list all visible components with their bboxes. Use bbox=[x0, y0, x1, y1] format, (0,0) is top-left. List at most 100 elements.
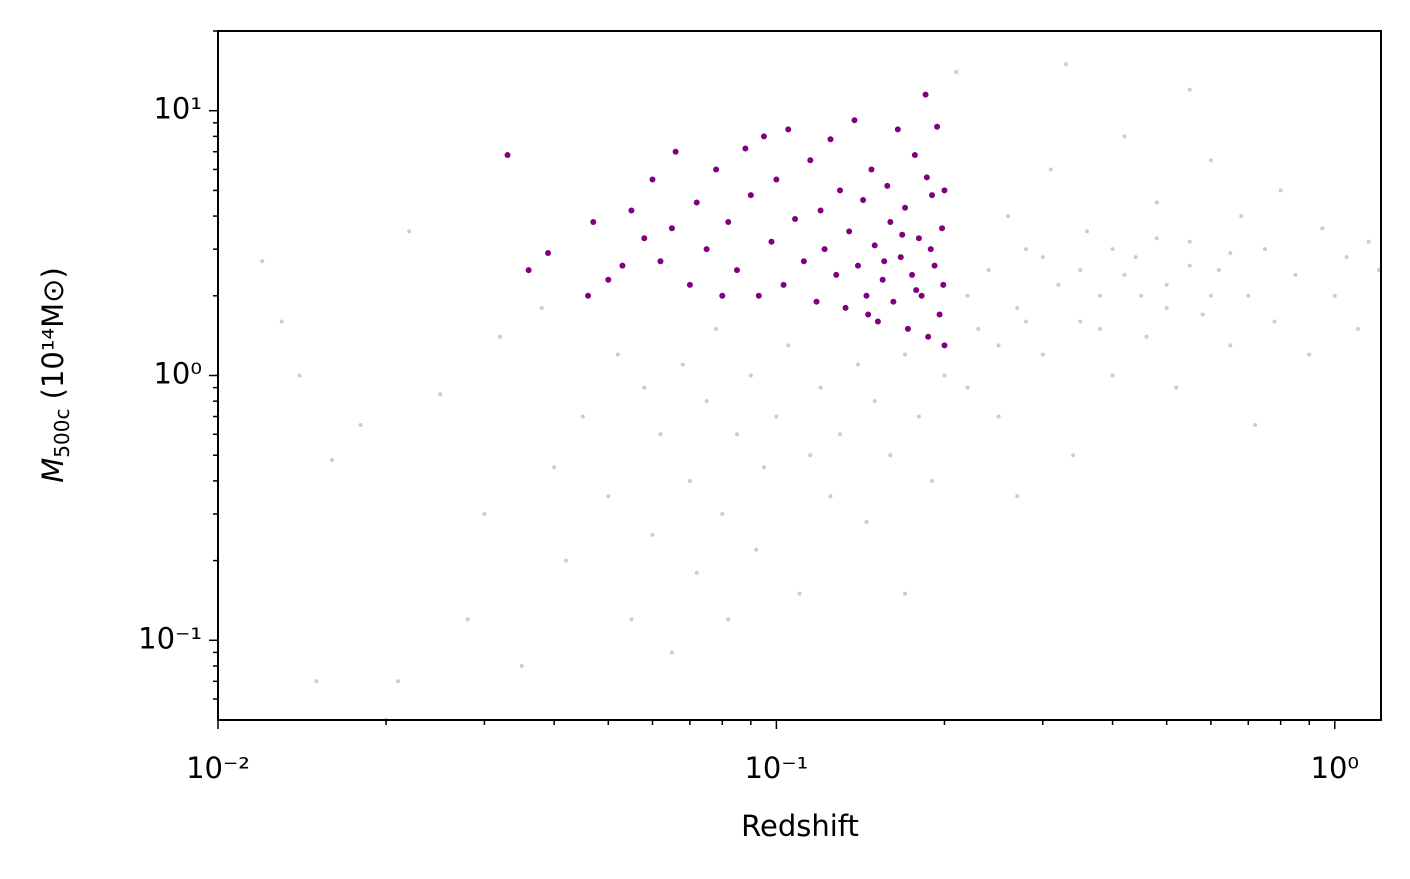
point bbox=[1187, 239, 1192, 244]
point bbox=[888, 453, 893, 458]
point bbox=[918, 292, 925, 299]
point bbox=[1293, 272, 1298, 277]
point bbox=[1078, 268, 1083, 273]
point bbox=[539, 305, 544, 310]
point bbox=[941, 187, 948, 194]
point bbox=[887, 218, 894, 225]
point bbox=[1216, 268, 1221, 273]
y-label-unit: (10¹⁴M⊙) bbox=[36, 267, 70, 408]
point bbox=[260, 259, 265, 264]
point bbox=[774, 414, 779, 419]
y-axis-label: M500c (10¹⁴M⊙) bbox=[36, 267, 74, 483]
point bbox=[1174, 385, 1179, 390]
point bbox=[818, 385, 823, 390]
point bbox=[1056, 282, 1061, 287]
y-label-subscript: 500c bbox=[50, 409, 74, 458]
point bbox=[934, 123, 941, 130]
x-tick-label: 10⁻² bbox=[186, 751, 250, 785]
point bbox=[854, 262, 861, 269]
point bbox=[904, 325, 911, 332]
point bbox=[1332, 293, 1337, 298]
point bbox=[808, 453, 813, 458]
point bbox=[941, 342, 948, 349]
point bbox=[890, 298, 897, 305]
point bbox=[879, 276, 886, 283]
point bbox=[1063, 62, 1068, 67]
point bbox=[996, 414, 1001, 419]
point bbox=[863, 292, 870, 299]
point bbox=[884, 182, 891, 189]
point bbox=[827, 136, 834, 143]
point bbox=[642, 385, 647, 390]
point bbox=[358, 423, 363, 428]
point bbox=[1164, 282, 1169, 287]
point bbox=[897, 254, 904, 261]
point bbox=[1040, 255, 1045, 260]
point bbox=[874, 318, 881, 325]
point bbox=[915, 235, 922, 242]
point bbox=[939, 225, 946, 232]
point bbox=[1200, 312, 1205, 317]
point bbox=[838, 432, 843, 437]
point bbox=[628, 207, 635, 214]
point bbox=[865, 311, 872, 318]
point bbox=[1024, 247, 1029, 252]
point bbox=[942, 373, 947, 378]
point bbox=[1154, 200, 1159, 205]
point bbox=[936, 311, 943, 318]
point bbox=[1208, 293, 1213, 298]
y-label-symbol: M bbox=[36, 458, 70, 483]
point bbox=[720, 511, 725, 516]
point bbox=[726, 617, 731, 622]
y-tick-label: 10⁰ bbox=[153, 357, 202, 391]
point bbox=[855, 362, 860, 367]
point bbox=[881, 258, 888, 265]
point bbox=[899, 231, 906, 238]
point bbox=[911, 152, 918, 159]
point bbox=[813, 298, 820, 305]
point bbox=[686, 281, 693, 288]
point bbox=[760, 133, 767, 140]
point bbox=[615, 352, 620, 357]
point bbox=[1208, 158, 1213, 163]
point bbox=[1154, 236, 1159, 241]
point bbox=[1139, 293, 1144, 298]
point bbox=[680, 362, 685, 367]
point bbox=[438, 392, 443, 397]
point bbox=[913, 287, 920, 294]
point bbox=[1366, 239, 1371, 244]
point bbox=[1110, 247, 1115, 252]
point bbox=[1085, 229, 1090, 234]
point bbox=[545, 250, 552, 257]
point bbox=[619, 262, 626, 269]
point bbox=[297, 373, 302, 378]
point bbox=[747, 192, 754, 199]
point bbox=[657, 258, 664, 265]
point bbox=[714, 326, 719, 331]
point bbox=[658, 432, 663, 437]
point bbox=[1040, 352, 1045, 357]
point bbox=[1228, 343, 1233, 348]
point bbox=[703, 246, 710, 253]
point bbox=[797, 591, 802, 596]
point bbox=[903, 352, 908, 357]
point bbox=[833, 271, 840, 278]
y-tick-label: 10⁻¹ bbox=[138, 621, 202, 655]
point bbox=[498, 334, 503, 339]
point bbox=[916, 414, 921, 419]
y-tick-label: 10¹ bbox=[153, 92, 202, 126]
point bbox=[1344, 255, 1349, 260]
point bbox=[1071, 453, 1076, 458]
point bbox=[590, 218, 597, 225]
point bbox=[842, 304, 849, 311]
point bbox=[768, 238, 775, 245]
point bbox=[1144, 334, 1149, 339]
point bbox=[1006, 214, 1011, 219]
point bbox=[1307, 352, 1312, 357]
point bbox=[649, 176, 656, 183]
point bbox=[650, 532, 655, 537]
point bbox=[761, 465, 766, 470]
x-tick-label: 10⁰ bbox=[1311, 751, 1360, 785]
point bbox=[725, 218, 732, 225]
